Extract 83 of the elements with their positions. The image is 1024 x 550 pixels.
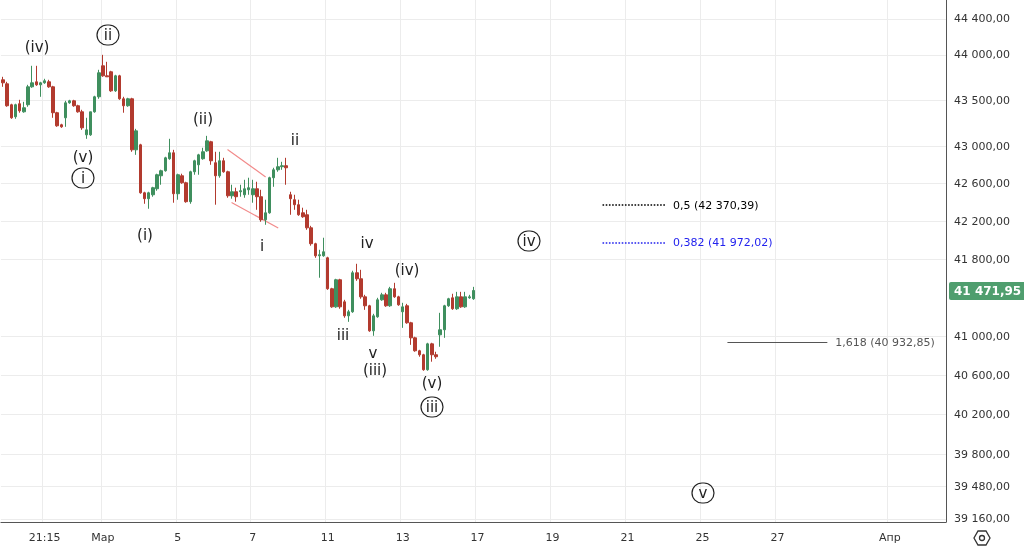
candlestick — [422, 353, 425, 372]
y-tick-label: 43 500,00 — [954, 93, 1010, 107]
candlestick — [126, 97, 130, 108]
annotation: (iv) — [394, 261, 420, 279]
candlestick — [243, 179, 246, 199]
candlestick — [172, 149, 175, 204]
text: 41 471,95 — [954, 284, 1022, 298]
y-tick-label: 42 200,00 — [954, 214, 1010, 228]
candlestick — [463, 291, 467, 309]
candlestick — [334, 278, 338, 309]
annotation: v — [698, 484, 708, 502]
x-tick-label: Мар — [91, 531, 115, 544]
annotation: (i) — [137, 226, 153, 244]
candlestick — [280, 161, 284, 171]
x-tick-label: 21:15 — [28, 531, 61, 544]
candlestick — [64, 100, 67, 128]
x-tick-label: 21 — [620, 531, 635, 544]
candlestick — [289, 191, 292, 216]
x-tick-label: 19 — [545, 531, 560, 544]
annotation: iii — [336, 326, 350, 344]
candlestick — [430, 342, 434, 363]
candlestick — [426, 342, 429, 372]
annotation: i — [259, 237, 265, 255]
y-tick-label: 39 800,00 — [954, 447, 1010, 461]
ref-line-label: 1,618 (40 932,85) — [835, 336, 935, 350]
candlestick — [451, 293, 454, 311]
ref-line-label: 0,5 (42 370,39) — [672, 198, 759, 212]
x-tick-label: 13 — [395, 531, 410, 544]
candlestick — [80, 109, 84, 131]
annotation: (v) — [72, 148, 94, 166]
x-tick-label: 5 — [174, 531, 182, 544]
annotation: (ii) — [192, 110, 214, 128]
y-tick-label: 43 000,00 — [954, 139, 1010, 153]
candlestick — [114, 74, 117, 93]
candlestick — [401, 302, 404, 329]
candlestick — [214, 151, 217, 206]
y-tick-label: 40 200,00 — [954, 408, 1010, 422]
candlestick — [22, 101, 26, 114]
candlestick — [176, 173, 180, 201]
candlestick — [134, 128, 138, 156]
annotation: (iv) — [24, 38, 50, 56]
annotation: i — [80, 169, 86, 187]
y-tick-label: 40 600,00 — [954, 368, 1010, 382]
x-tick-label: 11 — [320, 531, 335, 544]
candlestick — [455, 291, 459, 311]
x-tick-label: 7 — [249, 531, 257, 544]
candlestick — [218, 151, 221, 179]
candlestick — [284, 157, 288, 186]
x-tick-label: 25 — [695, 531, 710, 544]
candlestick — [239, 184, 242, 198]
candlestick — [35, 65, 38, 87]
candlestick — [384, 292, 388, 308]
candlestick — [459, 291, 463, 309]
annotation: v — [368, 344, 378, 362]
y-tick-label: 44 000,00 — [954, 48, 1010, 62]
y-tick-label: 44 400,00 — [954, 12, 1010, 26]
annotation: (v) — [421, 374, 443, 392]
ref-line-label: 0,382 (41 972,02) — [672, 236, 773, 250]
y-tick-label: 39 480,00 — [954, 480, 1010, 494]
candlestick — [209, 140, 213, 166]
y-tick-label: 41 000,00 — [954, 329, 1010, 343]
candlestick — [130, 97, 134, 153]
annotation: iv — [522, 232, 536, 250]
x-tick-label: Апр — [878, 531, 901, 544]
y-tick-label: 39 160,00 — [954, 512, 1010, 526]
annotation: iv — [360, 234, 374, 252]
candlestick — [101, 54, 105, 78]
annotation: iii — [425, 398, 439, 416]
x-tick-label: 17 — [470, 531, 485, 544]
candlestick — [234, 187, 238, 203]
candlestick — [39, 81, 42, 98]
candlestick — [230, 184, 234, 200]
y-tick-label: 41 800,00 — [954, 252, 1010, 266]
candlestick — [388, 286, 392, 308]
candlestick — [251, 179, 255, 204]
annotation: ii — [290, 131, 300, 149]
candlestick — [18, 99, 21, 114]
candlestick — [14, 103, 17, 120]
annotation: ii — [103, 26, 113, 44]
y-tick-label: 42 600,00 — [954, 177, 1010, 191]
candlestick — [472, 286, 475, 301]
x-tick-label: 27 — [770, 531, 785, 544]
annotation: (iii) — [362, 361, 388, 379]
